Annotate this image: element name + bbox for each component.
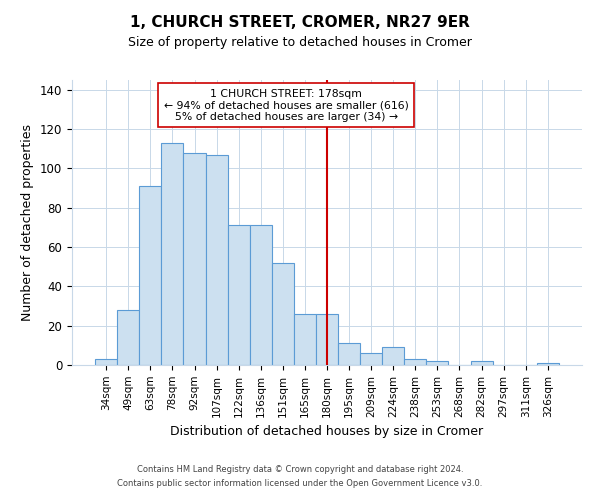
Bar: [470, 361, 493, 365]
Text: Contains HM Land Registry data © Crown copyright and database right 2024.
Contai: Contains HM Land Registry data © Crown c…: [118, 466, 482, 487]
Text: Size of property relative to detached houses in Cromer: Size of property relative to detached ho…: [128, 36, 472, 49]
Bar: [184, 152, 206, 365]
Bar: [294, 314, 316, 365]
Bar: [382, 348, 404, 365]
Bar: [427, 361, 448, 365]
Bar: [338, 344, 360, 365]
Bar: [537, 363, 559, 365]
Bar: [250, 226, 272, 365]
Bar: [161, 143, 184, 365]
Bar: [117, 310, 139, 365]
Bar: [227, 226, 250, 365]
Bar: [404, 359, 427, 365]
Y-axis label: Number of detached properties: Number of detached properties: [22, 124, 34, 321]
X-axis label: Distribution of detached houses by size in Cromer: Distribution of detached houses by size …: [170, 425, 484, 438]
Text: 1 CHURCH STREET: 178sqm
← 94% of detached houses are smaller (616)
5% of detache: 1 CHURCH STREET: 178sqm ← 94% of detache…: [164, 88, 409, 122]
Bar: [206, 154, 227, 365]
Bar: [95, 359, 117, 365]
Text: 1, CHURCH STREET, CROMER, NR27 9ER: 1, CHURCH STREET, CROMER, NR27 9ER: [130, 15, 470, 30]
Bar: [360, 353, 382, 365]
Bar: [316, 314, 338, 365]
Bar: [272, 263, 294, 365]
Bar: [139, 186, 161, 365]
